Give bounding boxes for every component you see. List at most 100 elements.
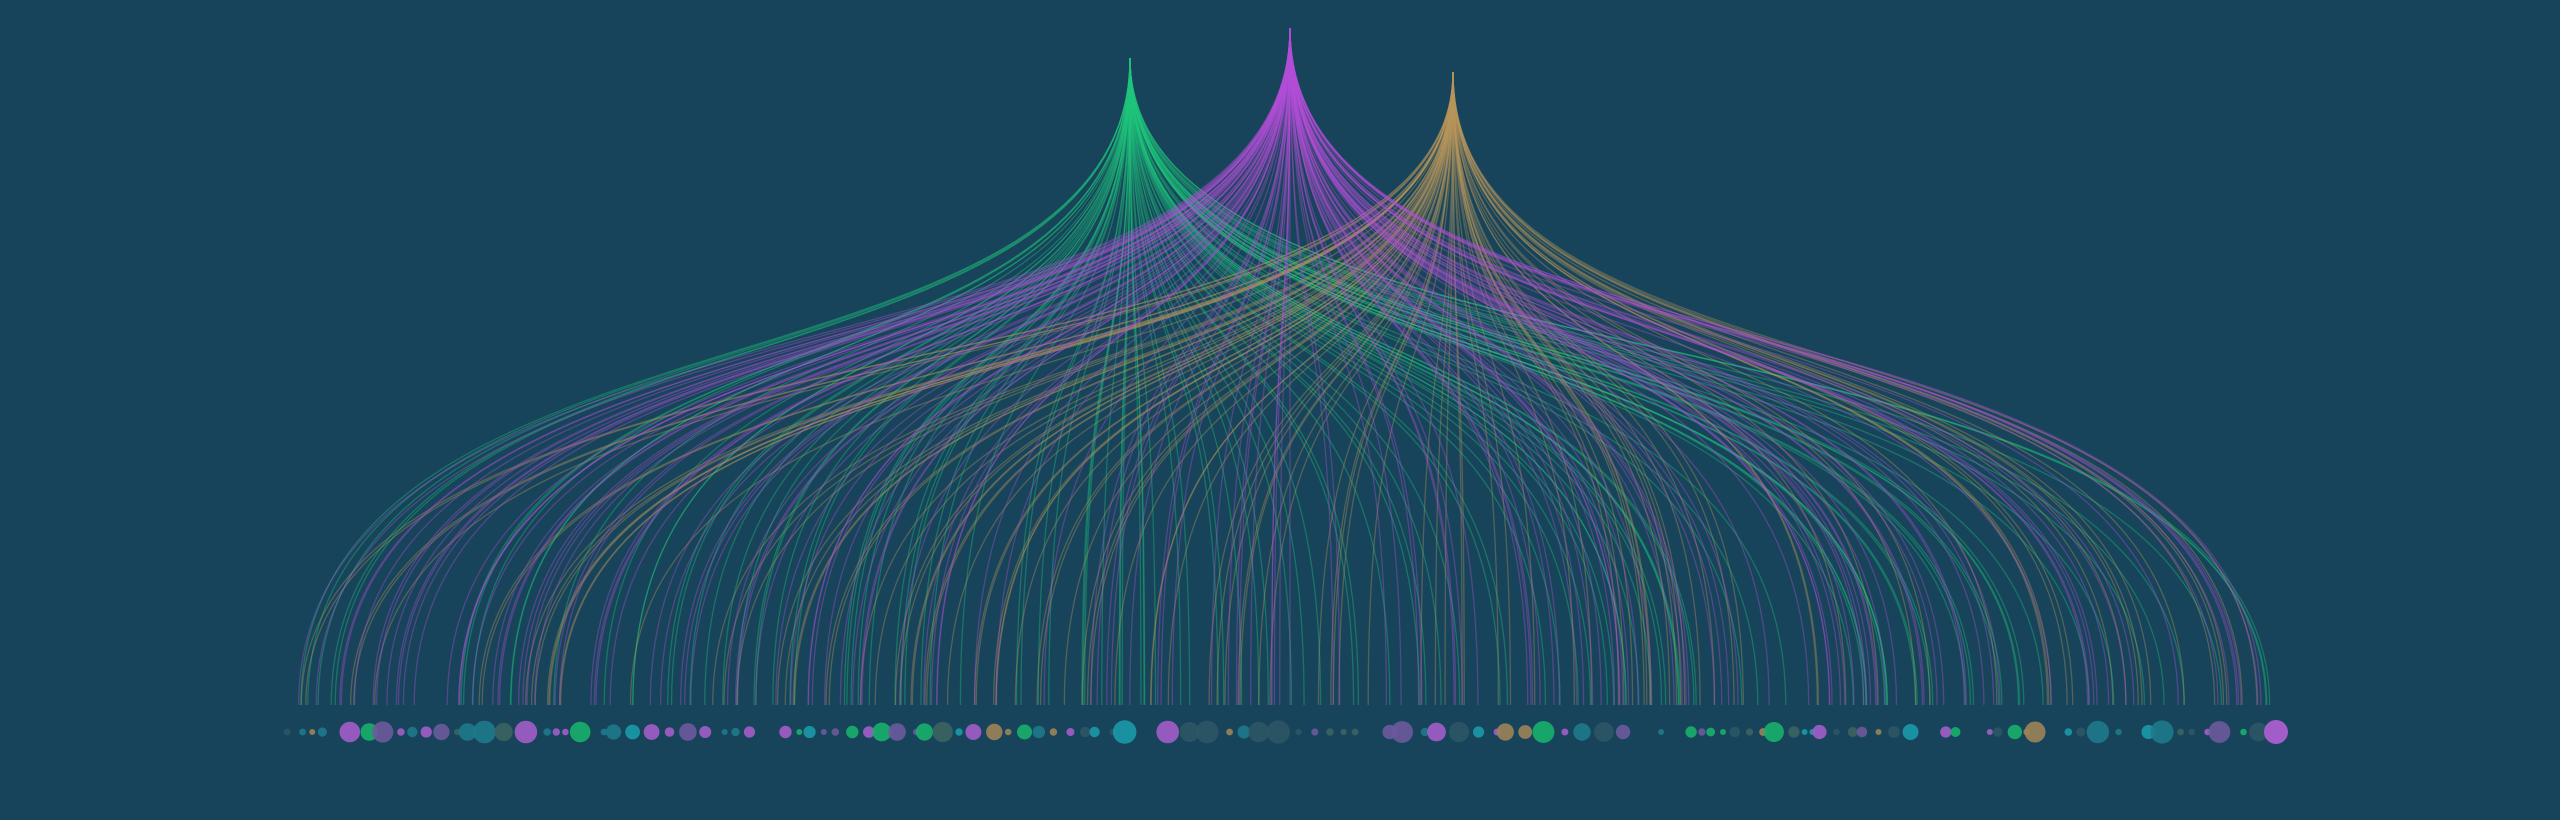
arc <box>300 71 1454 706</box>
arc <box>317 57 1131 706</box>
arc <box>899 71 1454 706</box>
arc <box>446 27 1291 706</box>
arc <box>1289 27 1945 706</box>
arc <box>930 27 1291 706</box>
arc <box>530 71 1454 706</box>
arc <box>1289 27 1457 706</box>
arc <box>1129 57 1679 706</box>
node <box>2249 722 2269 742</box>
node <box>932 721 953 743</box>
arc <box>1129 57 1461 706</box>
node <box>1049 728 1058 736</box>
arc <box>1452 71 1499 706</box>
arc <box>911 71 1454 706</box>
node <box>543 728 551 736</box>
arc <box>784 71 1454 706</box>
arc <box>372 27 1291 706</box>
node <box>1391 721 1414 743</box>
arc <box>1289 27 1730 706</box>
arc <box>1289 27 1624 706</box>
arc <box>894 71 1454 706</box>
arc <box>1129 57 2044 706</box>
arc <box>1452 71 1744 706</box>
arc <box>850 57 1131 706</box>
arc <box>946 71 1454 706</box>
arc <box>1452 71 1463 706</box>
arc <box>1129 57 1269 706</box>
arc <box>315 27 1291 706</box>
arc <box>1289 27 1739 706</box>
arc <box>1129 57 1219 706</box>
arc <box>1289 27 1770 706</box>
node <box>1615 724 1631 740</box>
arc <box>1289 27 2089 706</box>
arc <box>590 27 1291 706</box>
arc <box>1452 71 2068 706</box>
node <box>454 728 461 736</box>
node <box>1340 728 1347 736</box>
arc <box>397 27 1291 706</box>
arc <box>1289 27 1534 706</box>
arc <box>1289 27 1602 706</box>
arc <box>1289 27 1423 706</box>
arc <box>899 27 1291 706</box>
arc <box>1129 57 1157 706</box>
node <box>1888 726 1900 738</box>
arc <box>811 27 1291 706</box>
arc <box>300 57 1131 706</box>
arc <box>1289 27 1924 706</box>
arc <box>1289 27 1925 706</box>
node <box>779 725 792 739</box>
arc <box>1129 57 1145 706</box>
arc <box>1289 27 1831 706</box>
arc <box>1289 27 1341 706</box>
arc <box>1452 71 2243 706</box>
arc <box>1452 71 2139 706</box>
arc <box>1452 71 2228 706</box>
arc <box>1129 57 1191 706</box>
arc <box>1452 71 2050 706</box>
arc <box>839 27 1291 706</box>
arc <box>1129 57 1680 706</box>
node <box>1593 722 1614 742</box>
node <box>1237 725 1251 739</box>
arc <box>1157 27 1291 706</box>
arc <box>1150 71 1454 706</box>
arc <box>1452 71 1652 706</box>
arc <box>1289 27 1529 706</box>
arc <box>1129 57 1627 706</box>
arc <box>973 27 1291 706</box>
node <box>1658 729 1665 735</box>
arc <box>1129 57 2020 706</box>
arc <box>1444 71 1454 706</box>
arc <box>649 27 1291 706</box>
arc <box>340 27 1291 706</box>
node <box>1089 726 1100 738</box>
arc <box>1210 27 1291 706</box>
arc <box>1289 27 1541 706</box>
node <box>1788 726 1800 738</box>
arc <box>736 57 1131 706</box>
node <box>2024 721 2046 743</box>
arc <box>924 71 1454 706</box>
arc <box>1289 27 1555 706</box>
arc <box>1289 27 1865 706</box>
arc <box>534 71 1454 706</box>
node <box>831 728 840 736</box>
arc <box>632 57 1131 706</box>
arc <box>995 71 1454 706</box>
arc <box>975 71 1454 706</box>
arc <box>1434 71 1454 706</box>
arc <box>1129 57 1975 706</box>
node <box>743 726 756 738</box>
arc <box>1129 57 1888 706</box>
node <box>494 722 513 742</box>
arc <box>874 71 1454 706</box>
node <box>625 724 641 740</box>
node <box>283 728 291 736</box>
arc <box>1014 71 1454 706</box>
arc <box>1227 27 1291 706</box>
arc <box>684 27 1291 706</box>
arc <box>1129 57 1917 706</box>
arc <box>353 71 1454 706</box>
